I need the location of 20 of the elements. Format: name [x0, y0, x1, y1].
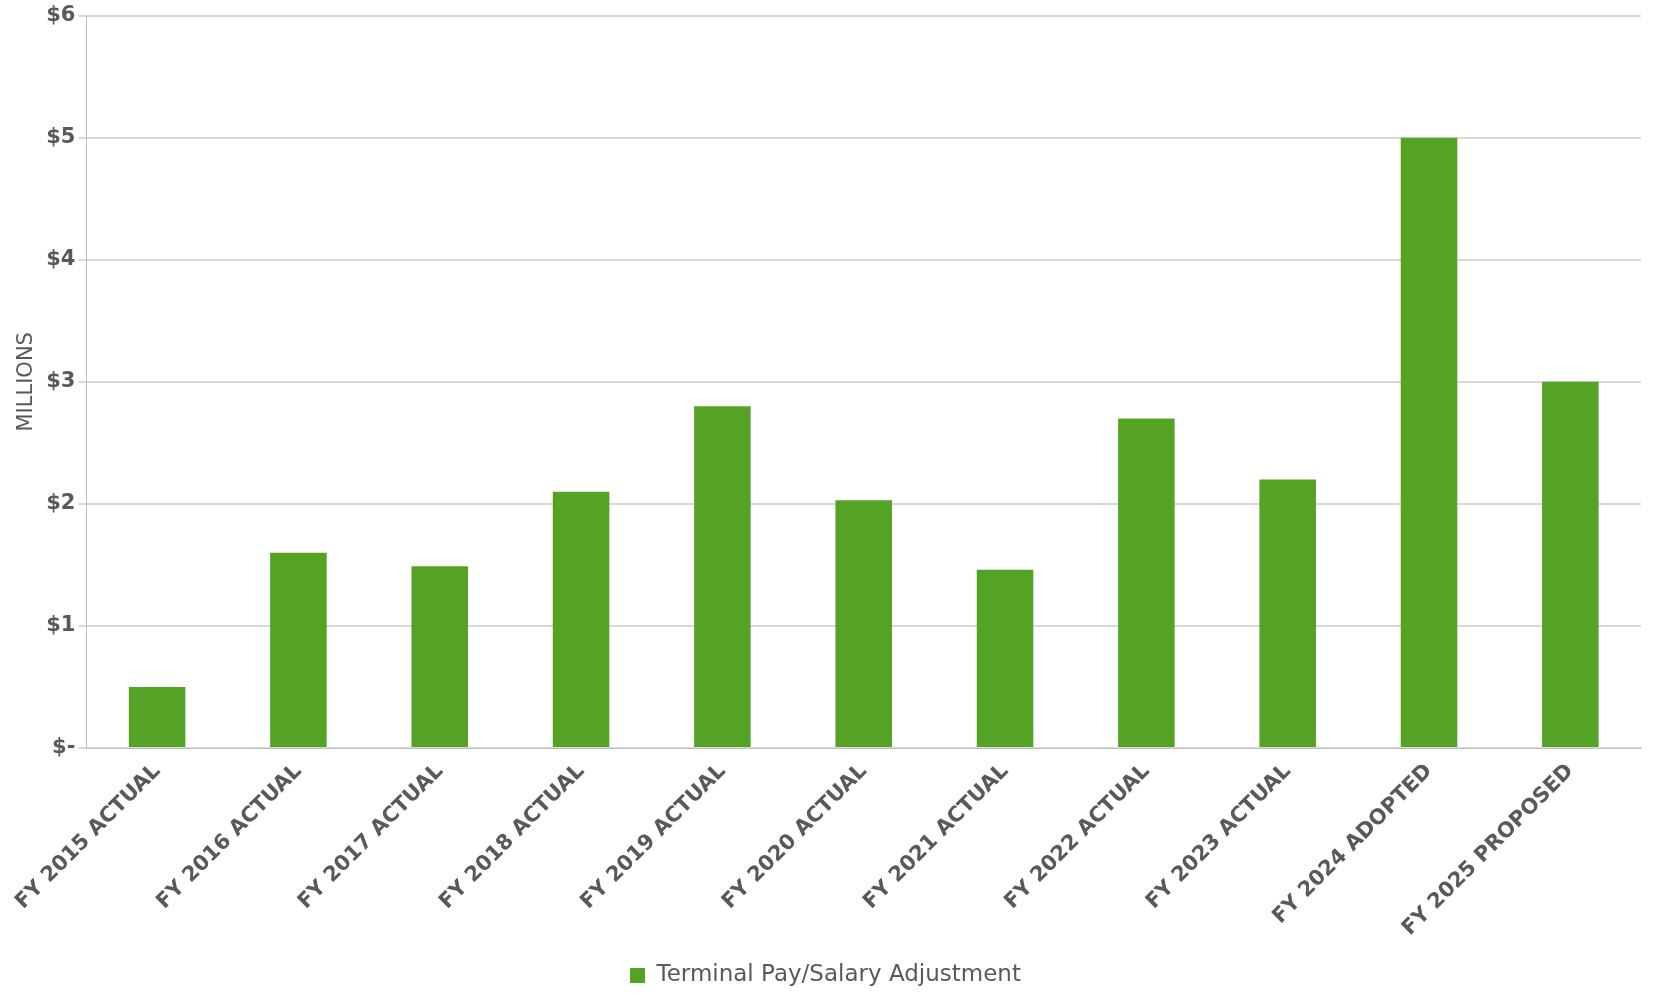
y-tick-label: $-: [52, 734, 76, 759]
bar: [976, 569, 1034, 748]
bar: [1400, 137, 1458, 748]
y-tick-label: $6: [46, 2, 76, 27]
bar: [270, 552, 327, 748]
bar: [128, 686, 186, 748]
bar: [552, 491, 610, 748]
bar: [835, 500, 892, 748]
y-axis-title: MILLIONS: [13, 332, 38, 432]
bar: [411, 566, 468, 748]
y-tick-label: $4: [46, 246, 76, 271]
bar: [1118, 418, 1175, 748]
legend-label: Terminal Pay/Salary Adjustment: [655, 960, 1021, 987]
y-tick-label: $2: [46, 490, 76, 515]
bar: [694, 406, 751, 748]
y-tick-label: $5: [46, 124, 76, 149]
bar: [1542, 381, 1599, 748]
bar: [1259, 479, 1316, 748]
y-tick-label: $3: [46, 368, 76, 393]
y-tick-label: $1: [46, 612, 76, 637]
